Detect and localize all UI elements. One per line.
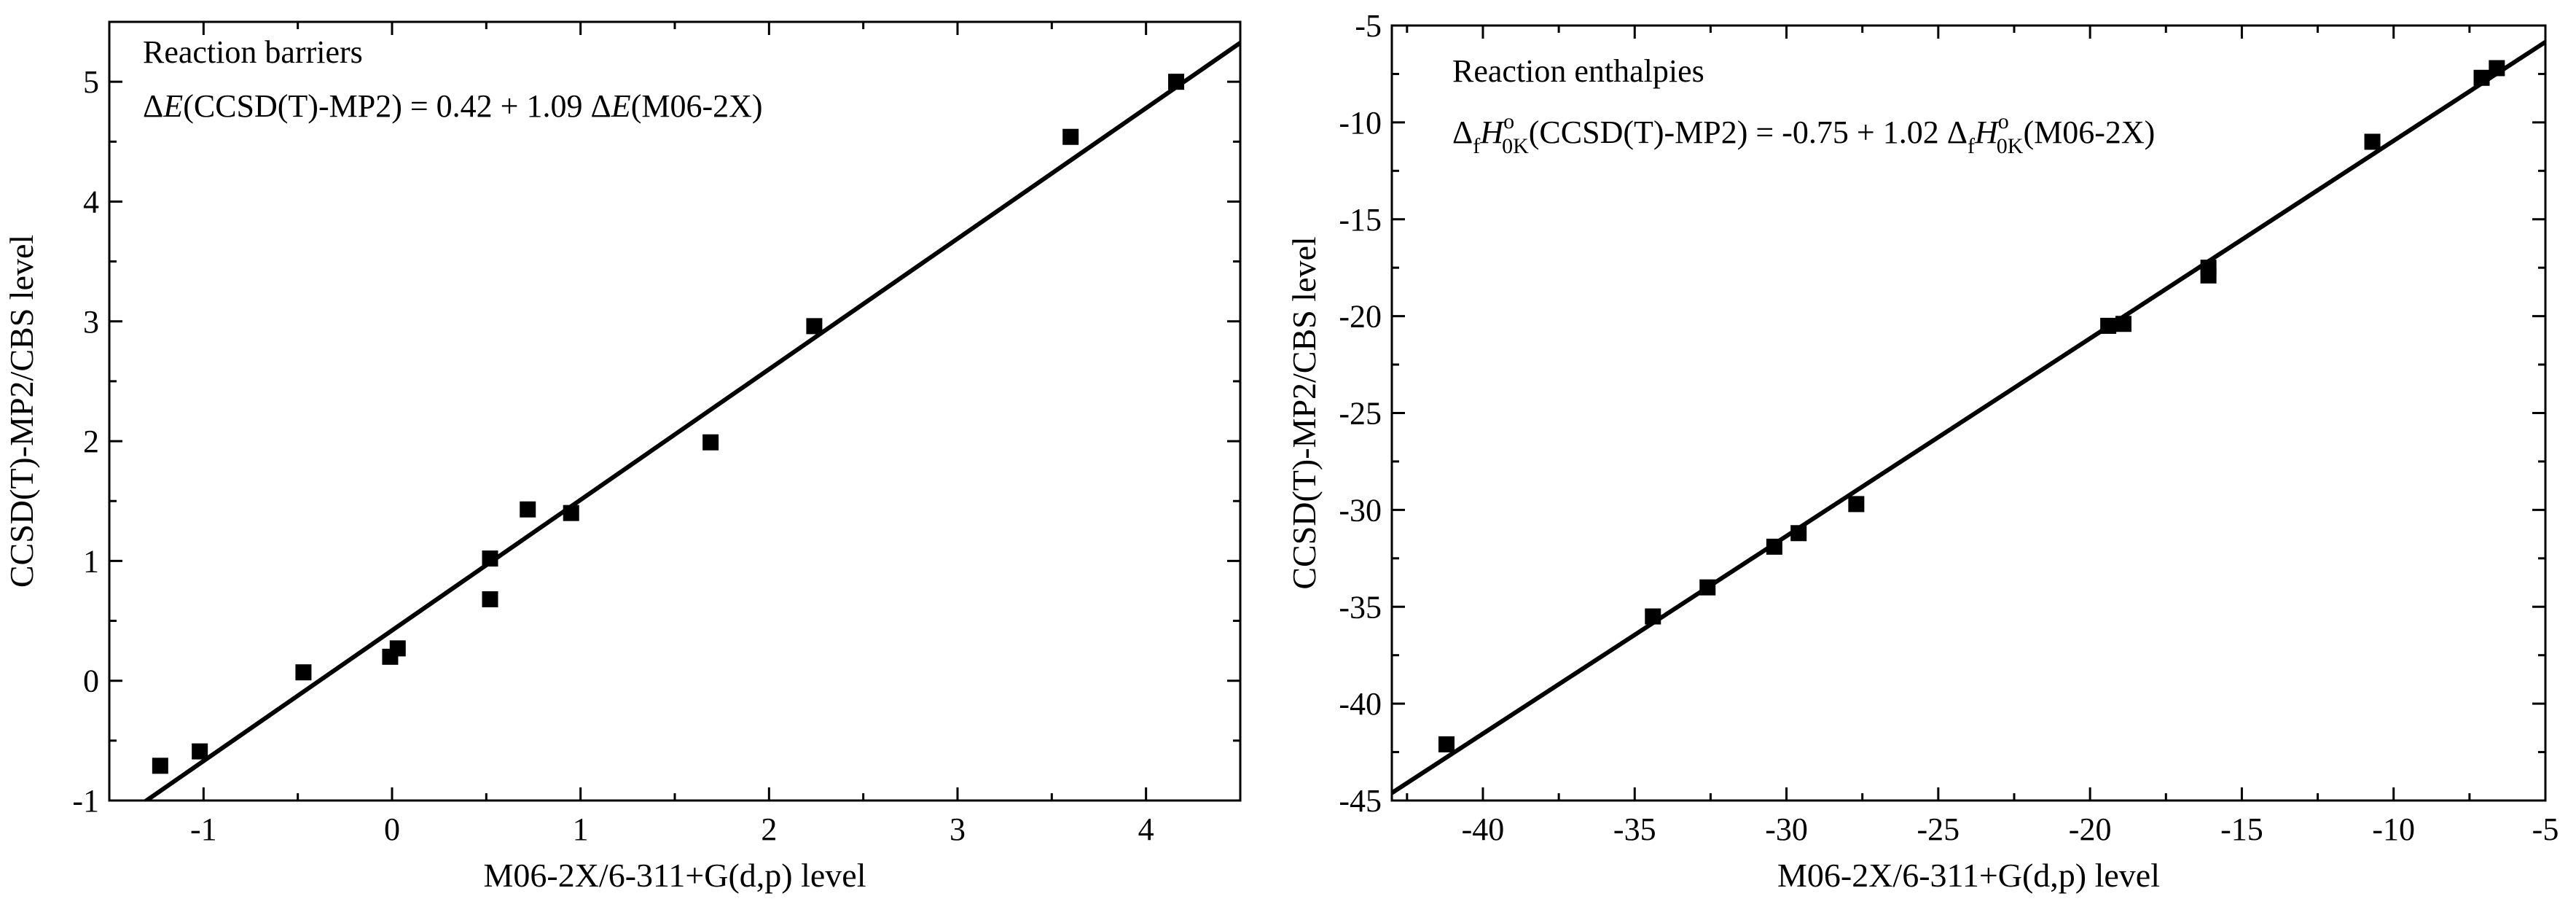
- data-point: [482, 550, 498, 567]
- y-tick-label: -40: [1339, 686, 1382, 722]
- x-tick-label: -10: [2372, 811, 2415, 847]
- data-point: [1766, 538, 1782, 555]
- y-tick-label: -5: [1355, 8, 1382, 44]
- x-tick-label: -30: [1765, 811, 1808, 847]
- equation-part: Δ: [143, 88, 163, 124]
- equation-part: 0K: [1502, 134, 1529, 158]
- equation-part: o: [1503, 109, 1514, 133]
- y-tick-label: -35: [1339, 589, 1382, 625]
- data-point: [2100, 317, 2117, 334]
- chart-reaction-enthalpies: -40 -35 -30 -25 -20 -15 -10 -5 -45 -40 -35 -30 -25 -2…: [1285, 8, 2559, 894]
- x-tick-label: -40: [1462, 811, 1505, 847]
- equation-part: H: [1974, 114, 2000, 150]
- data-point: [2473, 69, 2490, 86]
- y-tick-label: 1: [83, 543, 99, 579]
- data-point: [1848, 496, 1865, 513]
- equation-part: (M06-2X): [2023, 114, 2155, 150]
- y-tick-label: -1: [72, 783, 99, 819]
- equation-part: Δ: [1452, 114, 1473, 150]
- x-tick-label: 2: [761, 811, 777, 847]
- data-point: [2489, 60, 2505, 77]
- chart-reaction-barriers: -1 0 1 2 3 4 -1 0 1 2 3 4 5 M06-2X/6-311+G(d,p) level…: [3, 20, 1242, 894]
- equation-part: o: [1998, 109, 2009, 133]
- data-point: [1168, 74, 1185, 90]
- y-tick-label: -20: [1339, 299, 1382, 335]
- fit-equation: ΔE(CCSD(T)-MP2) = 0.42 + 1.09 ΔE(M06-2X): [143, 88, 763, 124]
- equation-part: 0K: [1997, 134, 2024, 158]
- equation-part: E: [611, 88, 631, 124]
- data-point: [2364, 133, 2381, 150]
- data-point: [389, 640, 406, 657]
- data-point: [2115, 316, 2131, 332]
- x-tick-label: -5: [2532, 811, 2559, 847]
- equation-part: H: [1479, 114, 1505, 150]
- y-tick-label: 0: [83, 663, 99, 699]
- panel-title: Reaction barriers: [143, 34, 363, 70]
- data-point: [520, 501, 536, 518]
- data-point: [1790, 525, 1807, 542]
- equation-part: E: [163, 88, 183, 124]
- y-tick-label: 3: [83, 304, 99, 340]
- x-tick-label: -20: [2069, 811, 2112, 847]
- x-tick-label: 4: [1138, 811, 1154, 847]
- data-point: [1438, 736, 1455, 752]
- data-point: [482, 591, 498, 607]
- fit-line: [142, 41, 1240, 801]
- data-point: [192, 743, 208, 760]
- x-tick-label: 1: [573, 811, 589, 847]
- data-point: [152, 758, 168, 774]
- equation-part: f: [1473, 134, 1480, 158]
- equation-part: f: [1968, 134, 1975, 158]
- fit-equation: ΔfHo 0K(CCSD(T)-MP2) = -0.75 + 1.02 ΔfHo 0…: [1452, 109, 2155, 158]
- y-tick-label: -15: [1339, 202, 1382, 238]
- data-point: [2200, 267, 2217, 284]
- y-tick-label: 4: [83, 184, 99, 219]
- equation-part: (M06-2X): [631, 88, 763, 124]
- data-point: [563, 505, 579, 521]
- y-tick-label: -45: [1339, 783, 1382, 819]
- x-tick-label: 3: [950, 811, 966, 847]
- y-axis-title: CCSD(T)-MP2/CBS level: [3, 235, 40, 588]
- x-tick-label: -35: [1613, 811, 1656, 847]
- panel-title: Reaction enthalpies: [1452, 53, 1704, 89]
- x-axis-title: M06-2X/6-311+G(d,p) level: [483, 857, 866, 894]
- data-point: [1062, 128, 1079, 145]
- equation-part: (CCSD(T)-MP2) = 0.42 + 1.09 Δ: [183, 88, 611, 124]
- x-tick-label: -25: [1917, 811, 1960, 847]
- x-tick-label: -1: [190, 811, 217, 847]
- data-point: [1645, 608, 1661, 625]
- x-axis-title: M06-2X/6-311+G(d,p) level: [1777, 857, 2160, 894]
- y-tick-label: -30: [1339, 492, 1382, 528]
- data-point: [702, 434, 719, 451]
- x-tick-label: -15: [2220, 811, 2263, 847]
- y-tick-label: 2: [83, 424, 99, 459]
- y-tick-label: -10: [1339, 105, 1382, 141]
- equation-part: (CCSD(T)-MP2) = -0.75 + 1.02 Δ: [1529, 114, 1968, 150]
- data-point: [806, 318, 823, 335]
- fit-line: [1392, 40, 2545, 795]
- y-tick-label: 5: [83, 64, 99, 100]
- y-tick-label: -25: [1339, 396, 1382, 432]
- data-point: [295, 664, 312, 681]
- data-point: [1699, 579, 1716, 596]
- y-axis-title: CCSD(T)-MP2/CBS level: [1285, 236, 1323, 589]
- x-tick-label: 0: [384, 811, 400, 847]
